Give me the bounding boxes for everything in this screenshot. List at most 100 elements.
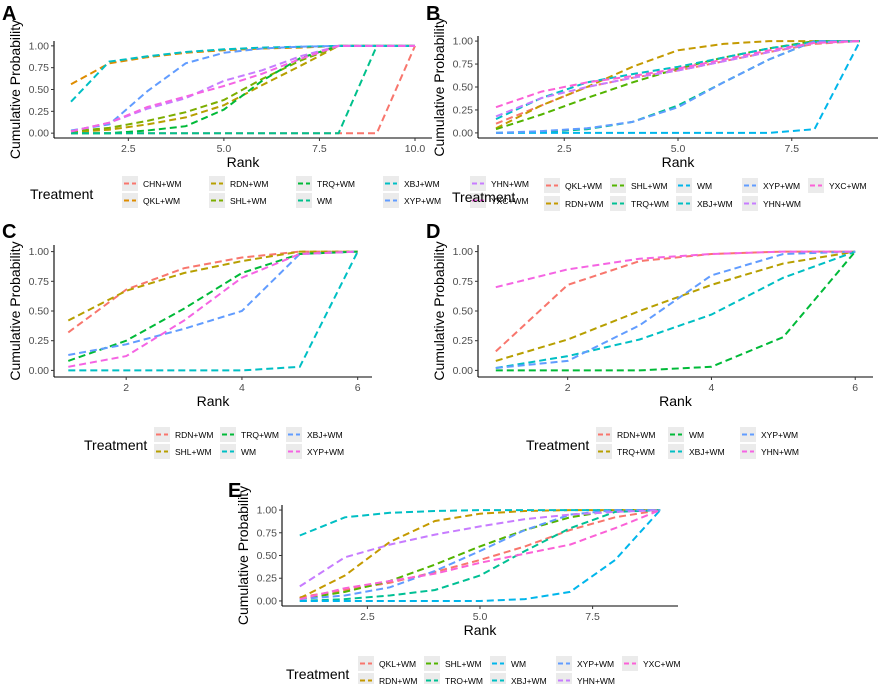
legend-label: SHL+WM — [631, 181, 668, 191]
y-tick-label: 0.50 — [453, 82, 474, 94]
panel-d-x-axis-title: Rank — [659, 393, 693, 409]
series-line-rdn-wm — [495, 250, 856, 353]
series-line-trq-wm — [495, 40, 860, 134]
panel-a: A 0.00 0.25 0.50 0.75 1.00 2.5 5.0 7.5 10.0 Rank C… — [2, 3, 529, 208]
legend-key-box — [544, 178, 560, 193]
y-tick-label: 0.50 — [257, 550, 278, 562]
legend-label: YXC+WM — [829, 181, 867, 191]
legend-key-box — [740, 427, 756, 442]
x-tick-label: 7.5 — [585, 611, 600, 623]
legend-label: XYP+WM — [577, 659, 614, 669]
x-tick-label: 5.0 — [217, 143, 232, 155]
legend-label: YHN+WM — [577, 676, 615, 684]
panel-e-y-axis-title: Cumulative Probability — [235, 486, 251, 625]
series-line-rdn-wm — [299, 509, 661, 600]
series-line-wm — [299, 509, 661, 602]
legend-key-box — [424, 656, 440, 671]
legend-label: CHN+WM — [143, 179, 181, 189]
panel-b: B 0.00 0.25 0.50 0.75 1.00 2.5 5.0 7.5 Rank Cumul… — [426, 3, 878, 211]
legend-key-box — [742, 178, 758, 193]
y-tick-label: 0.25 — [257, 573, 278, 585]
legend-key-box — [668, 444, 684, 459]
legend-key-box — [742, 196, 758, 211]
legend-key-box — [544, 196, 560, 211]
panel-e-letter: E — [228, 480, 241, 502]
series-line-wm — [71, 44, 415, 135]
legend-label: SHL+WM — [445, 659, 482, 669]
series-line-qkl-wm — [70, 44, 415, 86]
series-line-qkl-wm — [299, 509, 661, 599]
legend-key-box — [286, 427, 302, 442]
legend-key-box — [676, 196, 692, 211]
y-tick-label: 0.25 — [453, 335, 474, 347]
y-tick-label: 0.00 — [29, 128, 50, 140]
legend-key-box — [122, 176, 138, 191]
series-line-wm — [68, 251, 359, 372]
series-line-yxc-wm — [70, 44, 415, 133]
legend-label: WM — [241, 447, 256, 457]
panel-a-legend-title: Treatment — [30, 186, 93, 202]
y-tick-label: 1.00 — [453, 246, 474, 258]
legend-label: XYP+WM — [404, 196, 441, 206]
legend-key-box — [556, 656, 572, 671]
panel-a-y-axis-title: Cumulative Probability — [7, 20, 23, 159]
legend-label: XYP+WM — [761, 430, 798, 440]
legend-key-box — [610, 178, 626, 193]
y-tick-label: 1.00 — [453, 36, 474, 48]
series-line-trq-wm — [495, 250, 856, 362]
x-tick-label: 2 — [565, 382, 571, 394]
legend-key-box — [596, 427, 612, 442]
legend-label: XBJ+WM — [511, 676, 547, 684]
x-tick-label: 5.0 — [473, 611, 488, 623]
legend-key-box — [296, 193, 312, 208]
legend-label: XBJ+WM — [404, 179, 440, 189]
series-line-shl-wm — [299, 509, 661, 601]
y-tick-label: 0.75 — [453, 276, 474, 288]
y-tick-label: 1.00 — [29, 40, 50, 52]
legend-label: QKL+WM — [565, 181, 602, 191]
x-tick-label: 4 — [239, 382, 245, 394]
legend-key-box — [490, 673, 506, 684]
legend-label: RDN+WM — [230, 179, 268, 189]
x-tick-label: 7.5 — [784, 143, 799, 155]
legend-label: RDN+WM — [617, 430, 655, 440]
series-line-xbj-wm — [495, 40, 861, 121]
legend-key-box — [740, 444, 756, 459]
x-tick-label: 6 — [355, 382, 361, 394]
panel-c-x-axis-title: Rank — [197, 393, 231, 409]
series-line-yxc-wm — [299, 509, 661, 601]
series-line-xyp-wm — [299, 509, 661, 601]
y-tick-label: 0.00 — [29, 365, 50, 377]
series-line-shl-wm — [70, 44, 415, 133]
legend-key-box — [383, 176, 399, 191]
y-tick-label: 0.75 — [257, 527, 278, 539]
y-tick-label: 0.50 — [29, 84, 50, 96]
legend-key-box — [596, 444, 612, 459]
panel-d-legend-title: Treatment — [526, 437, 589, 453]
legend-key-box — [668, 427, 684, 442]
panel-c-legend-title: Treatment — [84, 437, 147, 453]
x-tick-label: 2.5 — [121, 143, 136, 155]
legend-label: RDN+WM — [379, 676, 417, 684]
series-line-shl-wm — [495, 40, 860, 131]
x-tick-label: 6 — [852, 382, 858, 394]
legend-key-box — [470, 176, 486, 191]
panel-b-legend-title: Treatment — [452, 189, 515, 205]
y-tick-label: 0.25 — [29, 106, 50, 118]
legend-label: TRQ+WM — [445, 676, 483, 684]
legend-label: WM — [689, 430, 704, 440]
legend-label: SHL+WM — [175, 447, 212, 457]
legend-key-box — [220, 444, 236, 459]
legend-label: XYP+WM — [763, 181, 800, 191]
legend-key-box — [358, 656, 374, 671]
legend-label: QKL+WM — [379, 659, 416, 669]
series-line-wm — [495, 250, 856, 372]
panel-d: D 0.00 0.25 0.50 0.75 1.00 2 4 6 Rank Cumulative … — [426, 221, 873, 459]
legend-key-box — [209, 176, 225, 191]
legend-label: RDN+WM — [175, 430, 213, 440]
legend-label: YHN+WM — [761, 447, 799, 457]
series-line-yxc-wm — [495, 40, 861, 109]
series-line-xbj-wm — [495, 250, 856, 369]
y-tick-label: 0.25 — [29, 335, 50, 347]
